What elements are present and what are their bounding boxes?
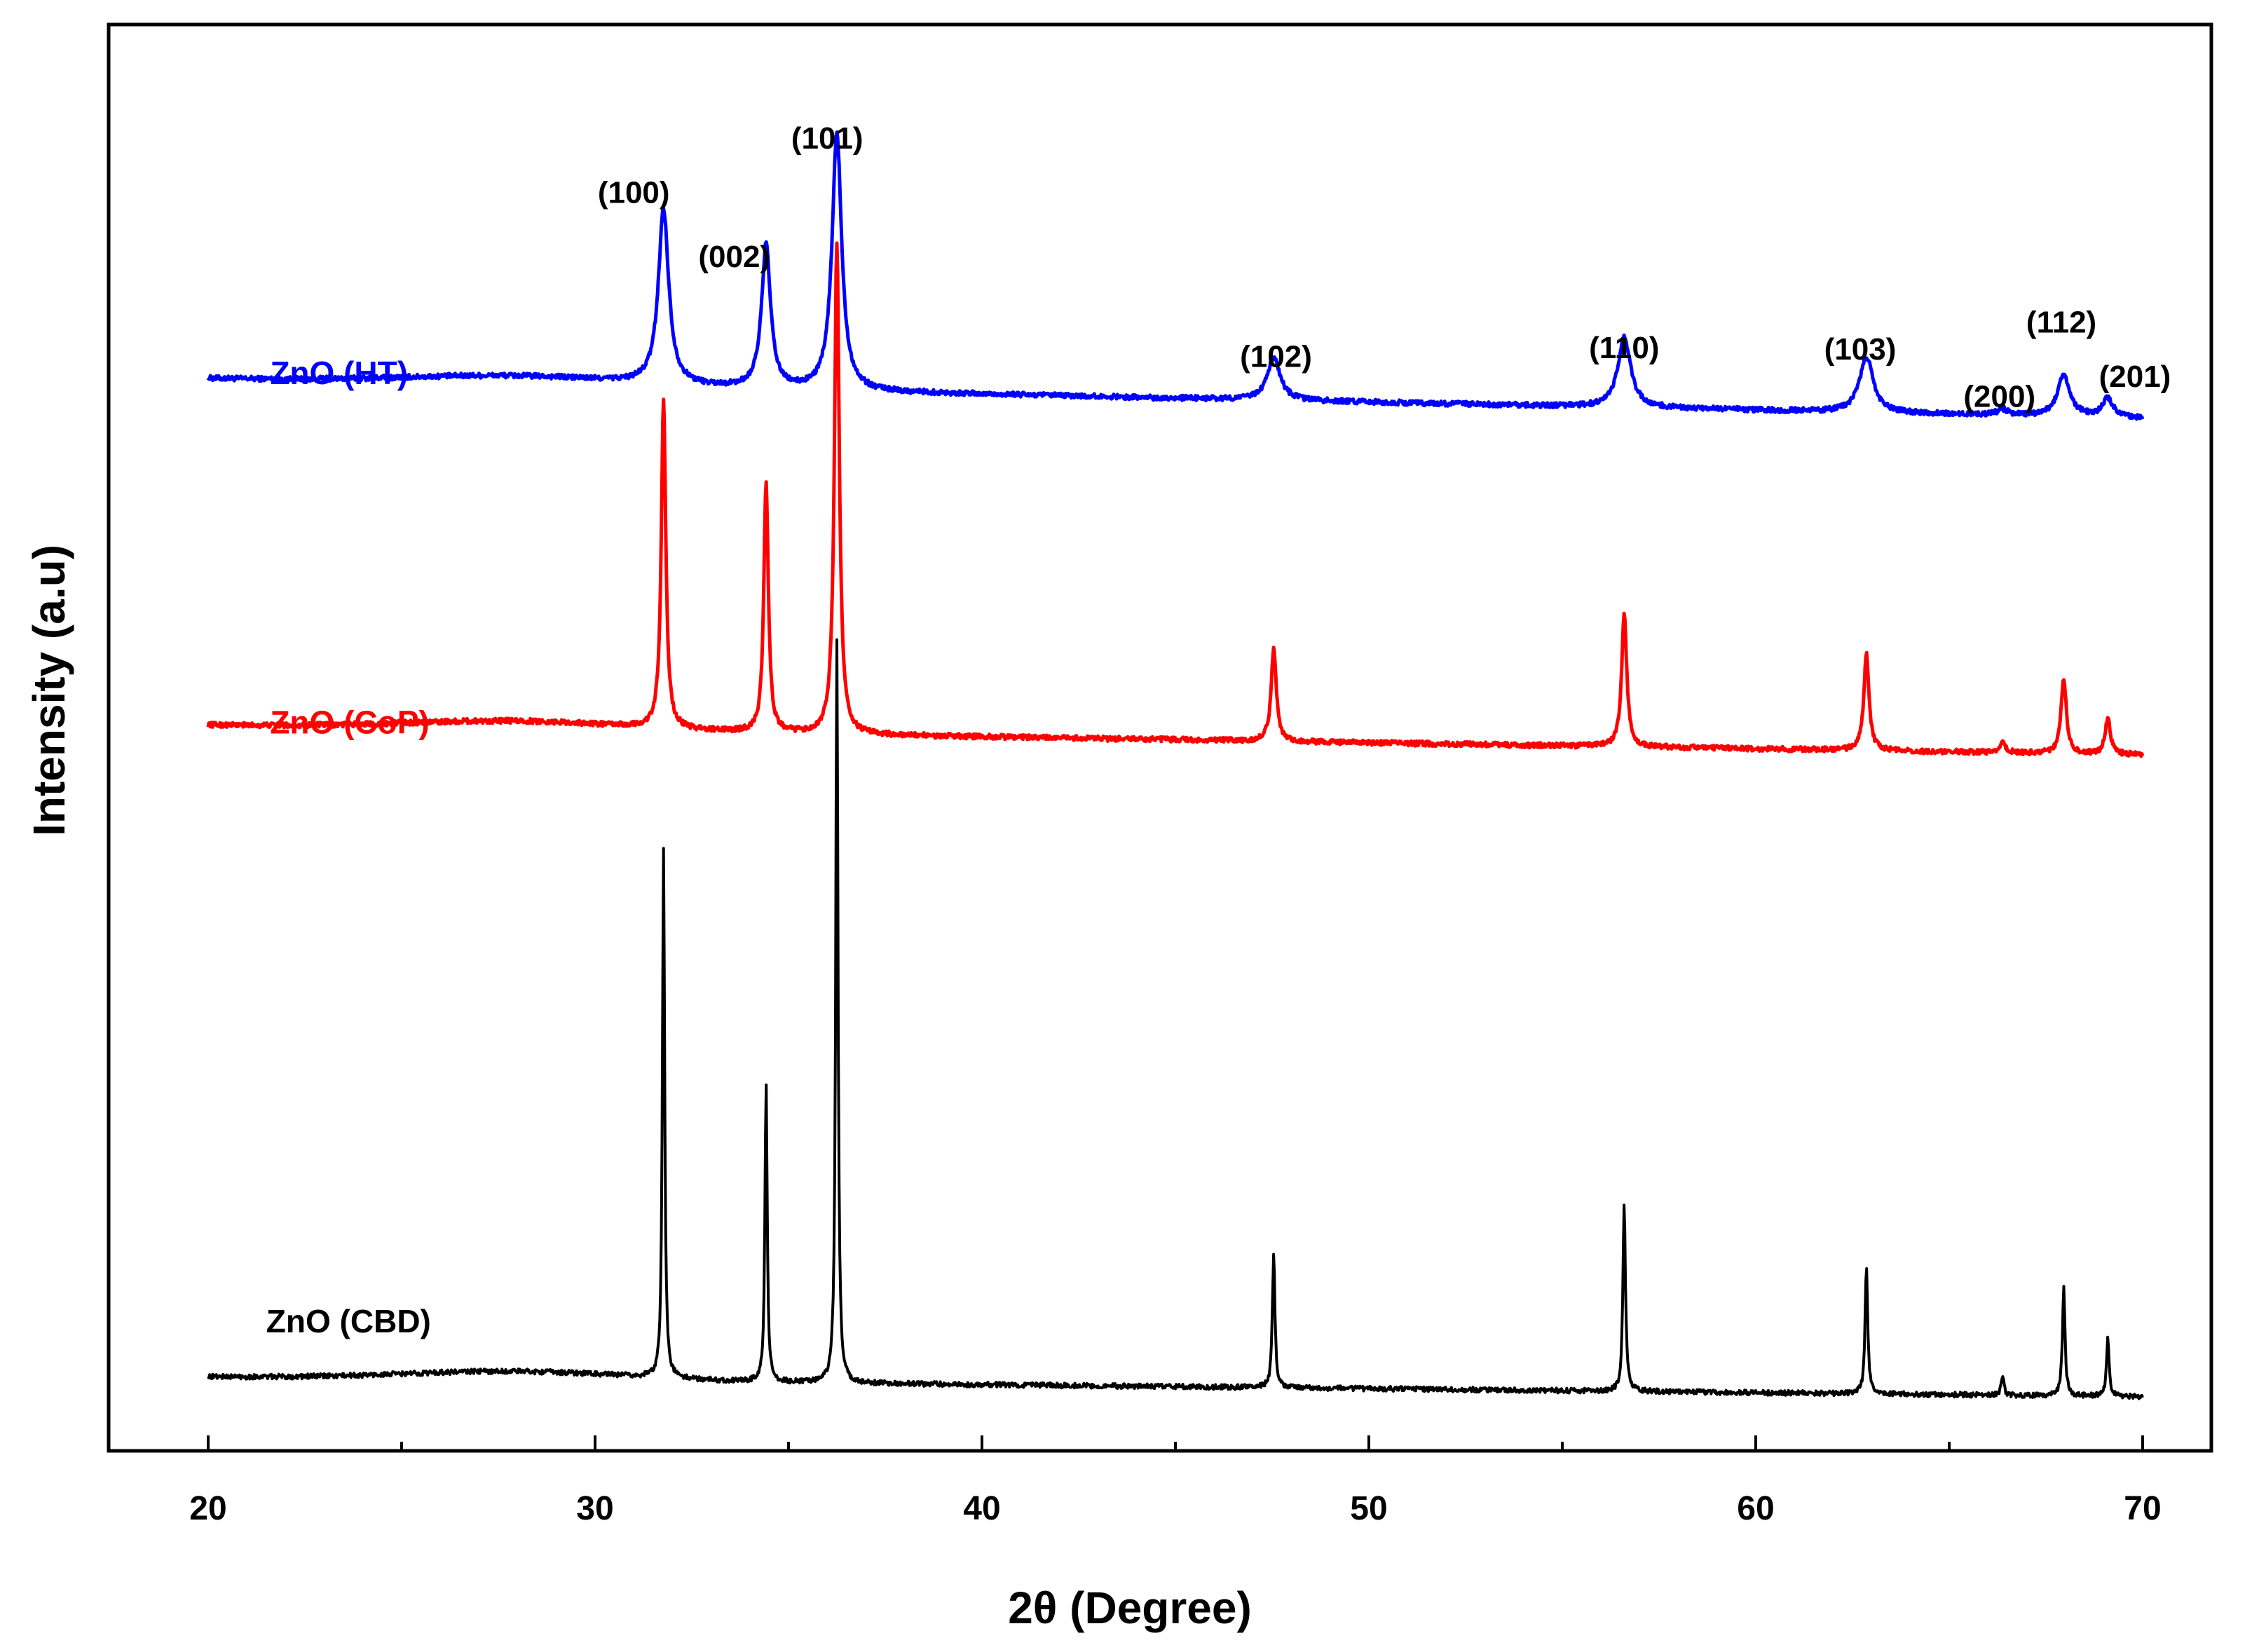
plot-frame: [107, 22, 2213, 1453]
peak-annotation: (103): [1824, 332, 1897, 367]
x-tick-label: 20: [189, 1490, 226, 1527]
peak-annotations: (100) (002) (101) (102) (110) (103) (200) (112)…: [598, 121, 2171, 414]
x-tick-label: 50: [1350, 1490, 1387, 1527]
series-labels: ZnO (HT) ZnO (CoP) ZnO (CBD): [266, 355, 431, 1339]
x-axis-tick-labels: 20 30 40 50 60 70: [189, 1490, 2161, 1527]
series-line-zno-ht: [206, 130, 2145, 421]
x-tick-label: 70: [2124, 1490, 2161, 1527]
x-axis-title: 2θ (Degree): [1008, 1583, 1252, 1633]
x-axis-ticks: [207, 1435, 2144, 1451]
peak-annotation: (200): [1963, 379, 2035, 414]
x-tick-label: 30: [576, 1490, 613, 1527]
series-label: ZnO (CBD): [266, 1303, 431, 1339]
series-line-zno-cbd: [207, 638, 2144, 1400]
peak-annotation: (110): [1589, 331, 1659, 365]
series-line-zno-cop: [206, 241, 2145, 758]
peak-annotation: (002): [698, 240, 770, 274]
y-axis-title: Intensity (a.u): [24, 545, 74, 836]
peak-annotation: (102): [1240, 339, 1312, 374]
series-group: [206, 130, 2145, 1400]
peak-annotation: (201): [2099, 360, 2171, 394]
series-label: ZnO (CoP): [270, 704, 429, 740]
peak-annotation: (101): [791, 121, 864, 156]
x-tick-label: 40: [963, 1490, 1000, 1527]
series-label: ZnO (HT): [270, 355, 408, 391]
x-tick-label: 60: [1737, 1490, 1774, 1527]
peak-annotation: (112): [2026, 306, 2096, 340]
peak-annotation: (100): [598, 175, 670, 210]
